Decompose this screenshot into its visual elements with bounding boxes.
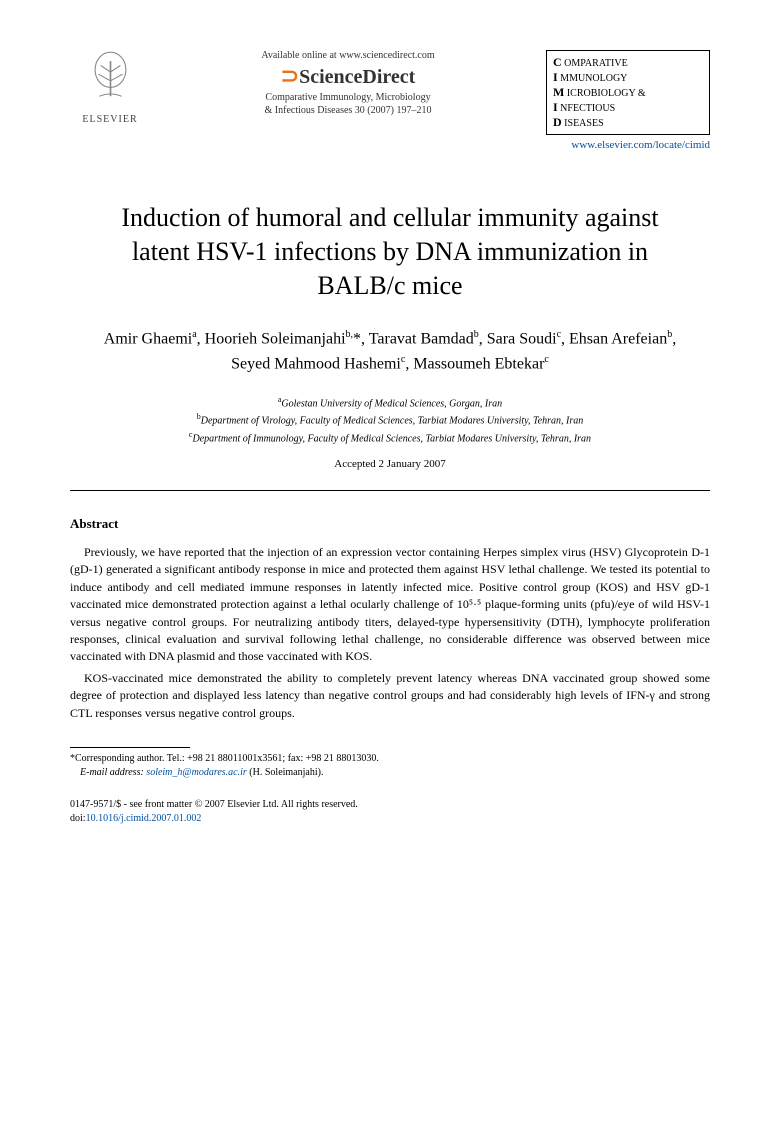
- available-online-text: Available online at www.sciencedirect.co…: [160, 50, 536, 61]
- email-line: E-mail address: soleim_h@modares.ac.ir (…: [70, 766, 710, 780]
- journal-citation-1: Comparative Immunology, Microbiology: [160, 91, 536, 104]
- abstract-paragraph: Previously, we have reported that the in…: [70, 544, 710, 666]
- sciencedirect-logo: ⊃ScienceDirect: [160, 63, 536, 89]
- publisher-logo: ELSEVIER: [70, 50, 150, 125]
- issn-copyright: 0147-9571/$ - see front matter © 2007 El…: [70, 798, 710, 812]
- affiliation: bDepartment of Virology, Faculty of Medi…: [70, 411, 710, 428]
- abstract-heading: Abstract: [70, 516, 710, 532]
- affiliation-list: aGolestan University of Medical Sciences…: [70, 394, 710, 446]
- accepted-date: Accepted 2 January 2007: [70, 458, 710, 470]
- journal-box-line: C OMPARATIVE: [553, 55, 703, 70]
- affiliation: cDepartment of Immunology, Faculty of Me…: [70, 429, 710, 446]
- article-title: Induction of humoral and cellular immuni…: [100, 201, 680, 302]
- author-list: Amir Ghaemia, Hoorieh Soleimanjahib,*, T…: [90, 327, 690, 376]
- elsevier-tree-icon: [70, 50, 150, 112]
- article-page: ELSEVIER Available online at www.science…: [0, 0, 780, 866]
- abstract-body: Previously, we have reported that the in…: [70, 544, 710, 722]
- journal-box-line: I NFECTIOUS: [553, 100, 703, 115]
- header-center: Available online at www.sciencedirect.co…: [150, 50, 546, 117]
- journal-box-line: M ICROBIOLOGY &: [553, 85, 703, 100]
- email-link[interactable]: soleim_h@modares.ac.ir: [146, 767, 247, 778]
- doi-link[interactable]: 10.1016/j.cimid.2007.01.002: [86, 813, 202, 824]
- corresponding-author-text: *Corresponding author. Tel.: +98 21 8801…: [70, 752, 710, 766]
- sd-swoosh-icon: ⊃: [281, 63, 299, 88]
- journal-citation-2: & Infectious Diseases 30 (2007) 197–210: [160, 104, 536, 117]
- divider: [70, 490, 710, 491]
- journal-box-wrapper: C OMPARATIVE I MMUNOLOGY M ICROBIOLOGY &…: [546, 50, 710, 151]
- publisher-name: ELSEVIER: [70, 114, 150, 125]
- journal-url-link[interactable]: www.elsevier.com/locate/cimid: [546, 139, 710, 151]
- abstract-paragraph: KOS-vaccinated mice demonstrated the abi…: [70, 670, 710, 722]
- journal-title-box: C OMPARATIVE I MMUNOLOGY M ICROBIOLOGY &…: [546, 50, 710, 135]
- email-label: E-mail address:: [80, 767, 144, 778]
- email-author-name: (H. Soleimanjahi).: [249, 767, 323, 778]
- affiliation: aGolestan University of Medical Sciences…: [70, 394, 710, 411]
- doi-label: doi:: [70, 813, 86, 824]
- sd-brand-text: ScienceDirect: [299, 66, 415, 88]
- page-header: ELSEVIER Available online at www.science…: [70, 50, 710, 151]
- doi-line: doi:10.1016/j.cimid.2007.01.002: [70, 812, 710, 826]
- journal-box-line: I MMUNOLOGY: [553, 70, 703, 85]
- page-footer-info: 0147-9571/$ - see front matter © 2007 El…: [70, 798, 710, 826]
- journal-box-line: D ISEASES: [553, 115, 703, 130]
- footnote-divider: [70, 747, 190, 748]
- corresponding-footnote: *Corresponding author. Tel.: +98 21 8801…: [70, 752, 710, 780]
